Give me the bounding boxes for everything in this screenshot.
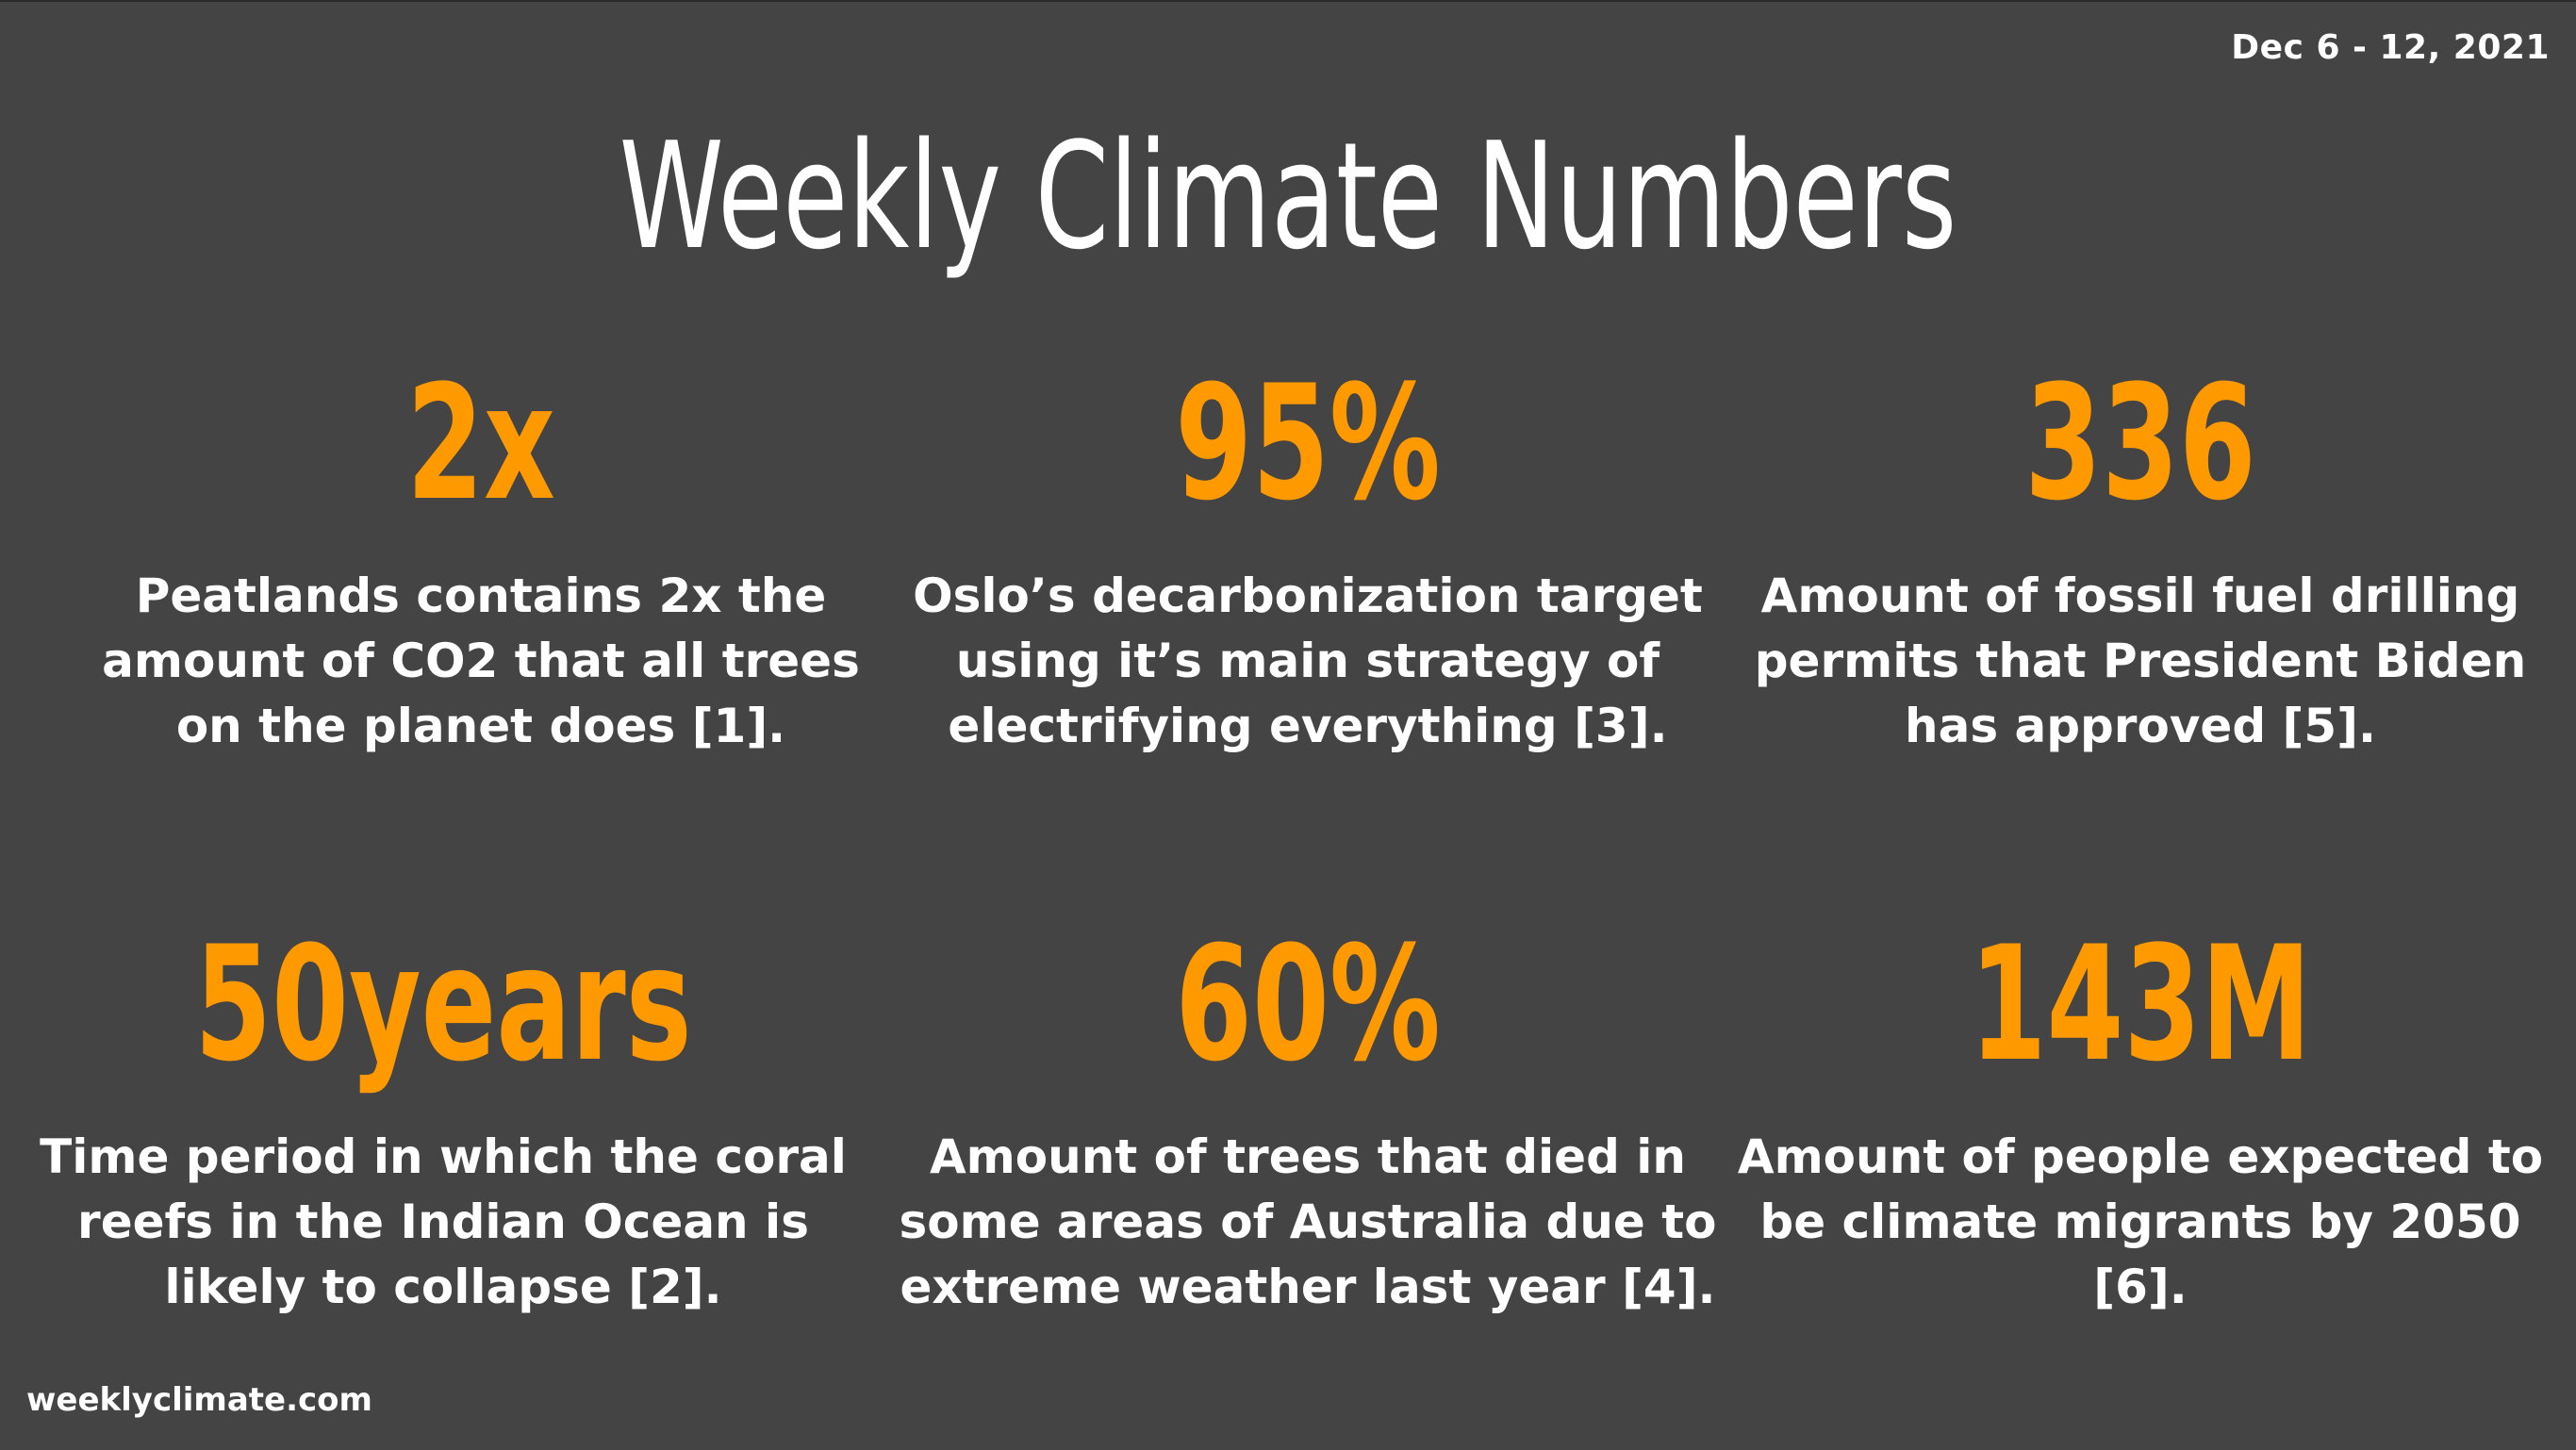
page-title: Weekly Climate Numbers (619, 110, 1957, 282)
stat-description: Amount of people expected to be climate … (1737, 1129, 2544, 1314)
stat-card-coral-reefs: 50years Time period in which the coral r… (28, 919, 858, 1320)
stat-card-climate-migrants: 143M Amount of people expected to be cli… (1726, 919, 2555, 1320)
stat-description: Amount of fossil fuel drilling permits t… (1754, 568, 2527, 753)
stat-description: Peatlands contains 2x the amount of CO2 … (102, 568, 860, 753)
stat-card-drilling-permits: 336 Amount of fossil fuel drilling permi… (1726, 358, 2555, 759)
stat-value: 50years (194, 912, 692, 1096)
top-border (0, 0, 2576, 2)
stat-value: 336 (2024, 351, 2256, 536)
stat-value: 60% (1175, 912, 1441, 1096)
stat-card-oslo: 95% Oslo’s decarbonization target using … (893, 358, 1723, 759)
stat-description: Amount of trees that died in some areas … (899, 1129, 1717, 1314)
stat-description: Oslo’s decarbonization target using it’s… (913, 568, 1703, 753)
stat-value: 2x (406, 351, 555, 536)
stat-value: 143M (1969, 912, 2312, 1096)
date-range: Dec 6 - 12, 2021 (2231, 28, 2550, 67)
footer-site-link[interactable]: weeklyclimate.com (26, 1381, 372, 1419)
stat-card-peatlands: 2x Peatlands contains 2x the amount of C… (66, 358, 896, 759)
stat-value: 95% (1175, 351, 1441, 536)
stat-description: Time period in which the coral reefs in … (40, 1129, 847, 1314)
stat-card-australia-trees: 60% Amount of trees that died in some ar… (893, 919, 1723, 1320)
